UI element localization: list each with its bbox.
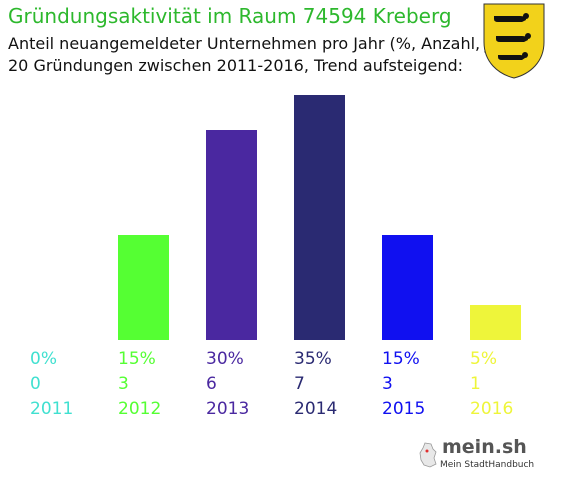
count-label-2011: 0 <box>30 374 41 394</box>
percent-label-2015: 15% <box>382 349 420 369</box>
count-label-2014: 7 <box>294 374 305 394</box>
count-label-2012: 3 <box>118 374 129 394</box>
bar-2013 <box>206 130 257 340</box>
brand-logo-text: mein.sh <box>442 436 527 458</box>
bar-2012 <box>118 235 169 340</box>
year-label-2016: 2016 <box>470 399 513 419</box>
chart-subtitle-line2: 20 Gründungen zwischen 2011-2016, Trend … <box>8 56 464 75</box>
percent-label-2014: 35% <box>294 349 332 369</box>
count-label-2016: 1 <box>470 374 481 394</box>
brand-logo-subtitle: Mein StadtHandbuch <box>440 460 535 470</box>
percent-label-2011: 0% <box>30 349 57 369</box>
bar-2014 <box>294 95 345 340</box>
chart-title: Gründungsaktivität im Raum 74594 Kreberg <box>8 4 452 28</box>
percent-label-2012: 15% <box>118 349 156 369</box>
year-label-2014: 2014 <box>294 399 337 419</box>
bar-2016 <box>470 305 521 340</box>
brand-logo: mein.sh Mein StadtHandbuch <box>418 436 534 476</box>
year-label-2013: 2013 <box>206 399 249 419</box>
count-label-2015: 3 <box>382 374 393 394</box>
year-label-2012: 2012 <box>118 399 161 419</box>
percent-label-2016: 5% <box>470 349 497 369</box>
germany-map-icon <box>419 442 437 468</box>
bar-2015 <box>382 235 433 340</box>
coat-of-arms-icon <box>483 3 545 79</box>
year-label-2015: 2015 <box>382 399 425 419</box>
count-label-2013: 6 <box>206 374 217 394</box>
year-label-2011: 2011 <box>30 399 73 419</box>
percent-label-2013: 30% <box>206 349 244 369</box>
chart-subtitle-line1: Anteil neuangemeldeter Unternehmen pro J… <box>8 34 523 53</box>
